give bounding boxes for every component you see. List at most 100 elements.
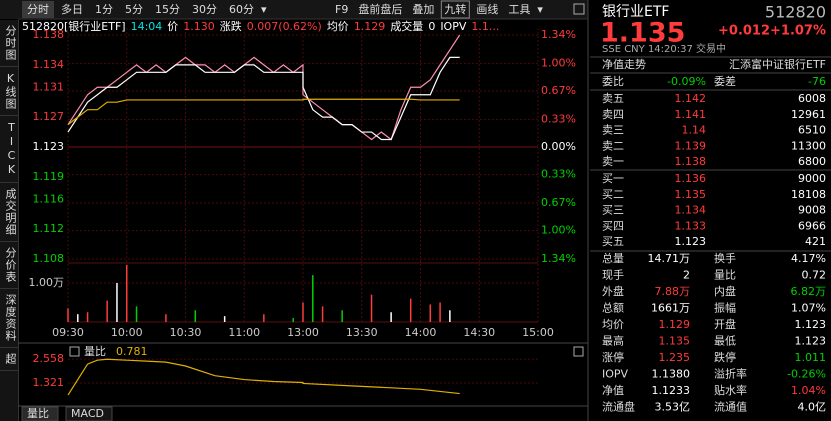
indicator-tick-label: 2.558 <box>33 352 65 365</box>
legend-item: 涨跌 <box>220 19 242 33</box>
dropdown-arrow: ▾ <box>537 3 543 16</box>
stat-value: -0.26% <box>787 368 826 381</box>
volume-bar <box>116 282 118 322</box>
toolbar-tab[interactable]: 60分 <box>229 3 254 16</box>
volume-bar <box>312 275 314 322</box>
volume-bar <box>390 312 392 322</box>
bottom-tab[interactable]: MACD <box>71 407 104 420</box>
legend-item: 价 <box>167 20 178 33</box>
book-label: 买五 <box>602 235 624 248</box>
x-tick-label: 13:00 <box>287 326 319 339</box>
x-tick-label: 14:30 <box>463 326 495 339</box>
y-tick-label: 1.108 <box>33 252 65 265</box>
book-volume: 421 <box>805 235 826 248</box>
stat-label: 最低 <box>714 335 736 348</box>
quote-status: SSE CNY 14:20:37 交易中 <box>602 42 726 55</box>
volume-bar <box>449 310 451 322</box>
diff-label: 委差 <box>714 74 736 88</box>
side-tab[interactable]: 分时图 <box>0 20 18 67</box>
y-tick-label: 1.127 <box>33 110 65 123</box>
indicator-box[interactable] <box>69 346 80 357</box>
stat-label: 换手 <box>714 251 736 265</box>
volume-bar <box>321 306 324 322</box>
book-price: 1.136 <box>675 172 707 185</box>
stat-label: 内盘 <box>714 284 736 298</box>
y2-tick-label: 1.34% <box>541 252 576 265</box>
quote-price: 1.135 <box>600 18 685 49</box>
indicator-line <box>67 358 460 396</box>
y2-tick-label: 0.00% <box>541 140 576 153</box>
legend-item: IOPV <box>440 20 467 33</box>
side-tabs: 分时图 K线图 TICK 成交明细 分价表 深度资料超 <box>0 20 19 421</box>
nav-link[interactable]: 净值走势 <box>602 57 646 71</box>
stat-value: 1.07% <box>791 302 826 315</box>
y2-tick-label: 0.33% <box>541 112 576 125</box>
toolbar-tool[interactable]: 叠加 <box>412 3 434 16</box>
book-label: 卖五 <box>602 92 624 105</box>
toolbar-tool[interactable]: 盘前盘后 <box>358 2 402 16</box>
side-tab[interactable]: 分价表 <box>0 242 18 289</box>
volume-bar <box>106 300 108 322</box>
book-volume: 9008 <box>798 204 826 217</box>
x-tick-label: 10:30 <box>170 326 202 339</box>
bottom-tab-bg[interactable] <box>21 406 59 421</box>
x-tick-label: 09:30 <box>52 326 84 339</box>
volume-bar <box>292 318 294 322</box>
book-price: 1.14 <box>682 124 707 137</box>
panel-icon[interactable] <box>573 346 584 357</box>
toolbar-tab[interactable]: 30分 <box>192 3 217 16</box>
book-volume: 12961 <box>791 108 826 121</box>
side-tab[interactable]: K线图 <box>0 67 18 116</box>
side-tab[interactable]: TICK <box>0 116 18 183</box>
indicator-tick-label: 1.321 <box>33 376 65 389</box>
stat-label: 涨停 <box>602 350 624 364</box>
volume-bar <box>341 310 343 322</box>
toolbar-tool[interactable]: 九转 <box>444 2 466 16</box>
book-price: 1.134 <box>675 204 707 217</box>
stat-value: 0.72 <box>802 269 827 282</box>
indicator-value: 0.781 <box>116 345 148 358</box>
volume-bar <box>67 308 69 322</box>
stat-label: 振幅 <box>714 301 736 315</box>
stat-value: 1.123 <box>795 318 827 331</box>
side-tab[interactable]: 超 <box>0 348 18 371</box>
side-tab[interactable]: 深度资料 <box>0 289 18 348</box>
stat-label: 净值 <box>602 383 624 397</box>
toolbar-tab[interactable]: 5分 <box>125 3 143 16</box>
toolbar-tool[interactable]: F9 <box>335 3 348 16</box>
book-label: 卖一 <box>602 155 624 168</box>
volume-bar <box>194 310 197 322</box>
y2-tick-label: 1.00% <box>541 56 576 69</box>
side-tab[interactable]: 成交明细 <box>0 183 18 242</box>
toolbar-tab[interactable]: 15分 <box>155 3 180 16</box>
toolbar-tool[interactable]: 画线 <box>476 2 498 16</box>
y2-tick-label: 0.67% <box>541 84 576 97</box>
y2-tick-label: 1.00% <box>541 224 576 237</box>
book-price: 1.138 <box>675 155 707 168</box>
book-volume: 18108 <box>791 188 826 201</box>
stat-value: 3.53亿 <box>655 401 691 414</box>
x-tick-label: 10:00 <box>111 326 143 339</box>
x-tick-label: 14:00 <box>405 326 437 339</box>
toolbar-tab[interactable]: 1分 <box>95 3 113 16</box>
stat-label: 贴水率 <box>714 383 747 397</box>
stat-label: 流通盘 <box>602 400 635 414</box>
legend-item: 1.129 <box>354 20 386 33</box>
quote-change: +0.012 <box>718 24 770 39</box>
bottom-tab-bg[interactable] <box>65 406 113 421</box>
book-label: 买二 <box>602 188 624 201</box>
toolbar-tab[interactable]: 分时 <box>27 3 49 16</box>
stat-value: 14.71万 <box>648 252 691 265</box>
book-label: 买四 <box>602 219 624 232</box>
book-volume: 6008 <box>798 92 826 105</box>
window-icon[interactable] <box>573 3 585 15</box>
stat-label: 现手 <box>602 268 624 282</box>
bottom-tab[interactable]: 量比 <box>27 407 49 420</box>
toolbar-tab[interactable]: 多日 <box>61 2 83 16</box>
volume-bar <box>165 314 167 322</box>
toolbar-tool[interactable]: 工具 <box>508 3 530 16</box>
stat-value: 1.1380 <box>652 368 691 381</box>
book-price: 1.142 <box>675 92 707 105</box>
y-tick-label: 1.119 <box>33 170 65 183</box>
